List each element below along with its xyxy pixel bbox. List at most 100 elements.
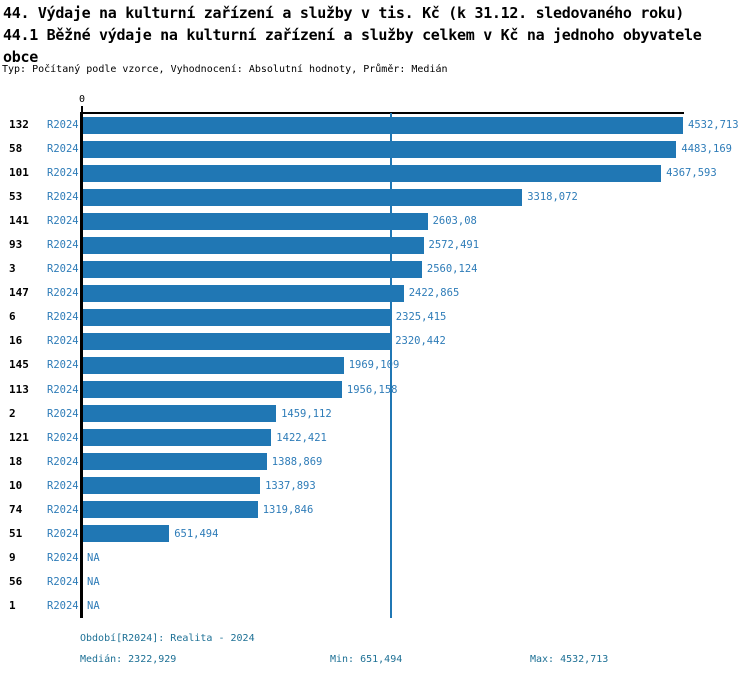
chart-row: 10 R2024 1337,893	[0, 474, 750, 498]
bar-value-label: 4483,169	[681, 143, 732, 156]
chart-row: 1 R2024 NA	[0, 594, 750, 618]
row-period-label: R2024	[47, 431, 79, 444]
bar-value-label: 2325,415	[395, 311, 447, 324]
value-bar	[83, 164, 662, 182]
row-period-label: R2024	[47, 551, 79, 564]
row-rank-label: 58	[9, 142, 23, 156]
na-value-label: NA	[87, 575, 100, 588]
chart-row: 56 R2024 NA	[0, 570, 750, 594]
row-period-label: R2024	[47, 407, 79, 420]
value-bar	[83, 477, 261, 495]
row-period-label: R2024	[47, 503, 79, 516]
bar-value-label: 2320,442	[395, 335, 446, 348]
chart-title-line2: 44.1 Běžné výdaje na kulturní zařízení a…	[3, 26, 702, 44]
value-bar	[83, 116, 683, 134]
chart-row: 101 R2024 4367,593	[0, 161, 750, 185]
row-rank-label: 10	[9, 478, 23, 492]
row-rank-label: 101	[9, 166, 29, 180]
value-bar	[83, 188, 523, 206]
value-bar	[83, 236, 424, 254]
value-bar	[83, 140, 677, 158]
bar-value-label: 1337,893	[265, 479, 316, 492]
row-rank-label: 16	[9, 334, 23, 348]
bar-value-label: 4532,713	[688, 119, 739, 131]
row-rank-label: 121	[9, 430, 29, 444]
chart-row: 51 R2024 651,494	[0, 522, 750, 546]
bar-value-label: 2560,124	[426, 263, 478, 276]
na-value-label: NA	[87, 551, 100, 564]
row-rank-label: 53	[9, 190, 23, 204]
bar-value-label: 1459,112	[281, 407, 332, 420]
value-bar	[83, 260, 422, 278]
row-period-label: R2024	[47, 191, 79, 204]
bar-chart-rows: 1 3 2 R2024 4532,713 58 R2024 4483,169 101 R2024 4…	[0, 113, 750, 618]
row-rank-label: 1	[9, 598, 16, 612]
x-axis-zero-tick-label: 0	[78, 94, 86, 105]
row-rank-label: 74	[9, 502, 23, 516]
value-bar	[83, 332, 391, 350]
bar-value-label: 1956,158	[346, 383, 398, 396]
bar-value-label: 3318,072	[527, 191, 578, 204]
bar-value-label: 2572,491	[428, 239, 480, 252]
chart-row: 18 R2024 1388,869	[0, 450, 750, 474]
row-rank-label: 93	[9, 238, 23, 252]
value-bar	[83, 453, 267, 471]
bar-value-label: 4367,593	[666, 167, 717, 180]
row-rank-label: 2	[9, 406, 16, 420]
row-rank-label: 113	[9, 382, 29, 396]
value-bar	[83, 525, 170, 543]
x-axis-zero-tick-mark	[81, 106, 83, 113]
row-rank-label: 145	[9, 358, 29, 372]
bar-value-label: 1388,869	[271, 455, 323, 468]
chart-row: 9 R2024 NA	[0, 546, 750, 570]
chart-row: 3 R2024 2560,124	[0, 257, 750, 281]
value-bar	[83, 308, 391, 326]
chart-meta-line: Typ: Počítaný podle vzorce, Vyhodnocení:…	[2, 64, 448, 75]
row-rank-label: 18	[9, 454, 23, 468]
bar-value-label: 1422,421	[276, 431, 327, 444]
row-rank-label: 56	[9, 574, 23, 588]
chart-row: 74 R2024 1319,846	[0, 498, 750, 522]
row-period-label: R2024	[47, 215, 79, 228]
row-rank-label: 147	[9, 286, 29, 300]
row-period-label: R2024	[47, 599, 79, 612]
value-bar	[83, 284, 404, 302]
row-period-label: R2024	[47, 287, 79, 300]
y-axis-line	[80, 112, 83, 618]
bar-value-label: 1969,109	[348, 359, 400, 372]
row-rank-label: 9	[9, 550, 16, 564]
value-bar	[83, 429, 272, 447]
row-period-label: R2024	[47, 119, 79, 131]
row-rank-label: 141	[9, 214, 29, 228]
bar-value-label: 1319,846	[262, 503, 314, 516]
chart-row: 53 R2024 3318,072	[0, 185, 750, 209]
row-rank-label: 3	[9, 262, 16, 276]
footer-min-label: Min: 651,494	[330, 654, 403, 665]
footer-max-label: Max: 4532,713	[530, 654, 609, 665]
row-period-label: R2024	[47, 335, 79, 348]
bar-value-label: 651,494	[174, 527, 219, 540]
bar-value-label: 2422,865	[408, 287, 460, 300]
chart-row: 93 R2024 2572,491	[0, 233, 750, 257]
chart-row: 132 R2024 4532,713	[0, 113, 750, 137]
row-period-label: R2024	[47, 167, 79, 180]
chart-row: 121 R2024 1422,421	[0, 426, 750, 450]
value-bar	[83, 381, 342, 399]
row-period-label: R2024	[47, 455, 79, 468]
chart-row: 6 R2024 2325,415	[0, 305, 750, 329]
chart-row: 141 R2024 2603,08	[0, 209, 750, 233]
footer-median-label: Medián: 2322,929	[80, 654, 177, 665]
chart-row: 145 R2024 1969,109	[0, 353, 750, 377]
median-reference-line	[389, 113, 392, 618]
row-period-label: R2024	[47, 311, 79, 324]
chart-title-line3: obce	[3, 48, 38, 66]
value-bar	[83, 212, 428, 230]
row-period-label: R2024	[47, 527, 79, 540]
row-period-label: R2024	[47, 143, 79, 156]
chart-row: 58 R2024 4483,169	[0, 137, 750, 161]
bar-value-label: 2603,08	[432, 215, 477, 228]
row-period-label: R2024	[47, 239, 79, 252]
row-period-label: R2024	[47, 479, 79, 492]
row-period-label: R2024	[47, 383, 79, 396]
